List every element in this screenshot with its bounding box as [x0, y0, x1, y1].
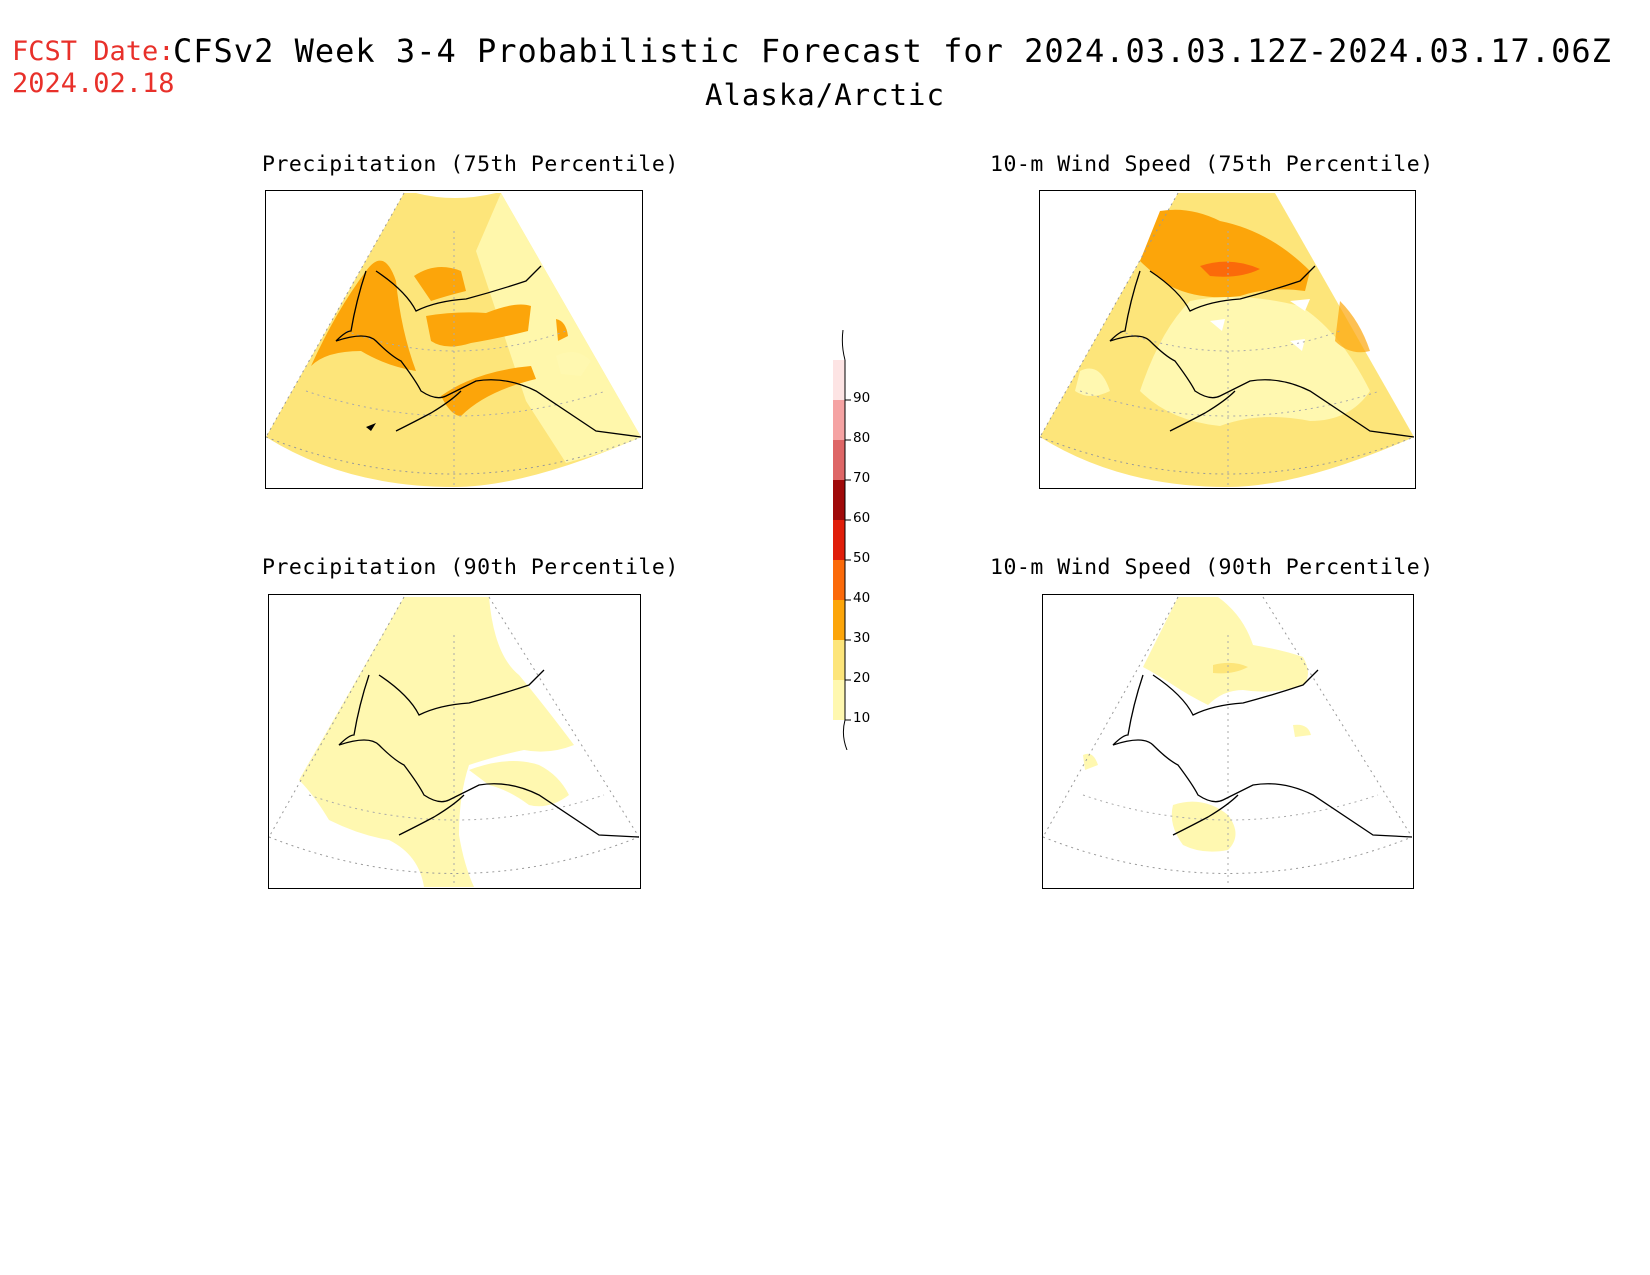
colorbar-label-40: 40 [853, 590, 871, 606]
forecast-date-block: FCST Date: 2024.02.18 [12, 36, 175, 101]
panel-title-wind90: 10-m Wind Speed (90th Percentile) [990, 555, 1434, 580]
colorbar-swatch-90 [833, 360, 845, 400]
colorbar-swatch-10 [833, 680, 845, 720]
map-wind75 [1039, 190, 1416, 489]
colorbar-label-70: 70 [853, 470, 871, 486]
panel-title-wind75: 10-m Wind Speed (75th Percentile) [990, 152, 1434, 177]
colorbar-swatch-20 [833, 640, 845, 680]
colorbar-swatch-60 [833, 480, 845, 520]
map-precip90 [268, 594, 641, 889]
colorbar-label-60: 60 [853, 510, 871, 526]
fcst-date-value: 2024.02.18 [12, 68, 175, 100]
panel-title-precip75: Precipitation (75th Percentile) [262, 152, 679, 177]
colorbar-label-50: 50 [853, 550, 871, 566]
fcst-date-label: FCST Date: [12, 36, 175, 67]
region-title: Alaska/Arctic [705, 78, 945, 112]
colorbar-swatch-40 [833, 560, 845, 600]
colorbar-label-90: 90 [853, 390, 871, 406]
colorbar-svg [833, 329, 851, 751]
colorbar-label-10: 10 [853, 710, 871, 726]
colorbar-label-20: 20 [853, 670, 871, 686]
panel-title-precip90: Precipitation (90th Percentile) [262, 555, 679, 580]
colorbar-swatch-80 [833, 400, 845, 440]
map-precip75 [265, 190, 643, 489]
map-wind90 [1042, 594, 1414, 889]
colorbar-swatch-70 [833, 440, 845, 480]
colorbar-label-80: 80 [853, 430, 871, 446]
colorbar-label-30: 30 [853, 630, 871, 646]
page-title: CFSv2 Week 3-4 Probabilistic Forecast fo… [173, 32, 1612, 70]
color-legend [820, 329, 880, 754]
colorbar-swatch-50 [833, 520, 845, 560]
colorbar-swatch-30 [833, 600, 845, 640]
